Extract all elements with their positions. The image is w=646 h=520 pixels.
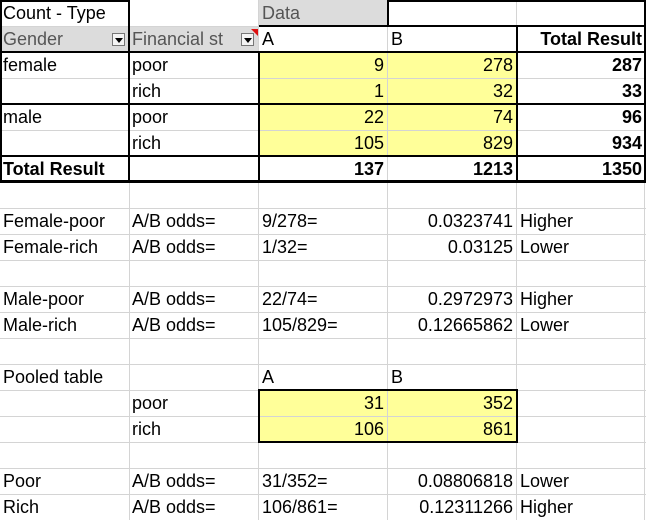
pivot-a-cell: 105 bbox=[353, 133, 384, 153]
pivot-total-a: 137 bbox=[353, 159, 384, 179]
gender-dropdown-icon[interactable] bbox=[112, 33, 125, 46]
pooled-status-cell: poor bbox=[132, 393, 169, 413]
odds-label: Male-rich bbox=[3, 315, 78, 335]
pivot-data-label: Data bbox=[262, 3, 301, 23]
pooled-col-a-header: A bbox=[262, 367, 275, 387]
odds-fraction: 105/829= bbox=[262, 315, 338, 335]
pivot-gender-male: male bbox=[3, 107, 43, 127]
filter-active-marker-icon bbox=[251, 29, 258, 36]
odds-label: Rich bbox=[3, 497, 40, 517]
pivot-row-total: 287 bbox=[611, 55, 642, 75]
pivot-col-b-header: B bbox=[391, 29, 404, 49]
pivot-col-a-header: A bbox=[262, 29, 275, 49]
odds-fraction: 9/278= bbox=[262, 211, 318, 231]
pivot-corner-label: Count - Type bbox=[3, 3, 106, 23]
pivot-b-cell: 829 bbox=[482, 133, 513, 153]
odds-formula-label: A/B odds= bbox=[132, 237, 216, 257]
odds-formula-label: A/B odds= bbox=[132, 315, 216, 335]
odds-verdict: Lower bbox=[520, 315, 570, 335]
pivot-row-total: 33 bbox=[621, 81, 642, 101]
odds-value: 0.12665862 bbox=[417, 315, 513, 335]
odds-value: 0.12311266 bbox=[419, 497, 513, 517]
odds-formula-label: A/B odds= bbox=[132, 471, 216, 491]
pooled-a-cell: 106 bbox=[353, 419, 384, 439]
odds-value: 0.08806818 bbox=[417, 471, 513, 491]
odds-label: Poor bbox=[3, 471, 42, 491]
row-field-financial-status: Financial st bbox=[132, 29, 224, 49]
pooled-table-title: Pooled table bbox=[3, 367, 104, 387]
financial-status-dropdown-icon[interactable] bbox=[241, 33, 254, 46]
odds-value: 0.0323741 bbox=[427, 211, 513, 231]
pivot-b-cell: 278 bbox=[482, 55, 513, 75]
odds-label: Male-poor bbox=[3, 289, 85, 309]
odds-formula-label: A/B odds= bbox=[132, 211, 216, 231]
odds-verdict: Lower bbox=[520, 471, 570, 491]
odds-fraction: 1/32= bbox=[262, 237, 308, 257]
odds-verdict: Higher bbox=[520, 497, 574, 517]
pivot-status-cell: rich bbox=[132, 133, 162, 153]
row-field-gender: Gender bbox=[3, 29, 64, 49]
pivot-row-total: 934 bbox=[611, 133, 642, 153]
pivot-status-cell: poor bbox=[132, 107, 169, 127]
pooled-a-cell: 31 bbox=[363, 393, 384, 413]
odds-label: Female-poor bbox=[3, 211, 106, 231]
odds-fraction: 22/74= bbox=[262, 289, 318, 309]
odds-formula-label: A/B odds= bbox=[132, 497, 216, 517]
pivot-a-cell: 22 bbox=[363, 107, 384, 127]
pivot-total-header: Total Result bbox=[540, 29, 642, 49]
pooled-b-cell: 352 bbox=[482, 393, 513, 413]
pivot-status-cell: poor bbox=[132, 55, 169, 75]
pivot-gender-female: female bbox=[3, 55, 58, 75]
pivot-total-b: 1213 bbox=[472, 159, 513, 179]
odds-value: 0.03125 bbox=[447, 237, 513, 257]
odds-verdict: Higher bbox=[520, 289, 574, 309]
pivot-a-cell: 1 bbox=[373, 81, 384, 101]
odds-label: Female-rich bbox=[3, 237, 99, 257]
pivot-a-cell: 9 bbox=[373, 55, 384, 75]
data-header-bg bbox=[259, 0, 387, 26]
odds-value: 0.2972973 bbox=[427, 289, 513, 309]
pooled-status-cell: rich bbox=[132, 419, 162, 439]
pivot-b-cell: 74 bbox=[492, 107, 513, 127]
odds-formula-label: A/B odds= bbox=[132, 289, 216, 309]
odds-verdict: Higher bbox=[520, 211, 574, 231]
odds-fraction: 106/861= bbox=[262, 497, 338, 517]
pivot-total-row-label: Total Result bbox=[3, 159, 105, 179]
odds-fraction: 31/352= bbox=[262, 471, 328, 491]
pivot-status-cell: rich bbox=[132, 81, 162, 101]
pivot-grand-total: 1350 bbox=[601, 159, 642, 179]
pivot-b-cell: 32 bbox=[492, 81, 513, 101]
odds-verdict: Lower bbox=[520, 237, 570, 257]
pooled-col-b-header: B bbox=[391, 367, 404, 387]
pooled-b-cell: 861 bbox=[482, 419, 513, 439]
pivot-row-total: 96 bbox=[621, 107, 642, 127]
